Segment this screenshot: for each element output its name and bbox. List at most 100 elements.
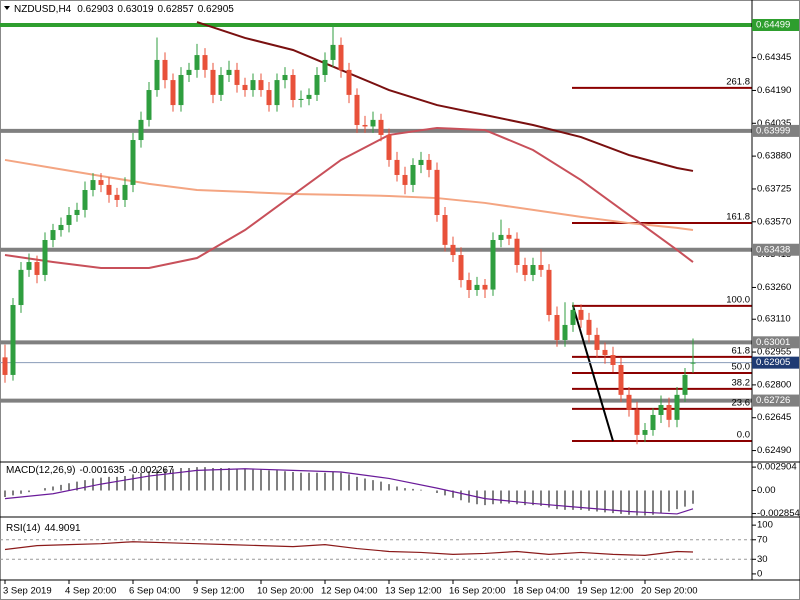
last-open: 0.62903 xyxy=(77,4,114,15)
price-tag xyxy=(752,124,799,137)
y-tick-label: 30 xyxy=(757,554,768,565)
x-tick-label: 20 Sep 20:00 xyxy=(641,586,698,597)
price-tag-label: 0.64499 xyxy=(756,20,790,31)
candle-body xyxy=(650,414,656,431)
y-tick-label: 0.63260 xyxy=(757,282,791,293)
candle-body xyxy=(154,59,160,91)
candle-body xyxy=(314,74,320,95)
candle-body xyxy=(634,409,640,435)
macd-name: MACD(12,26,9) xyxy=(6,465,75,476)
plot-layer: 261.8 161.8 100.0 61.8 50.0 38.2 23.6 0.0 xyxy=(0,21,752,560)
candle-body xyxy=(586,319,592,335)
candle-body xyxy=(266,90,272,106)
candle-body xyxy=(530,264,536,275)
fib-label: 50.0 xyxy=(732,362,751,373)
candle-body xyxy=(138,119,144,141)
candle-body xyxy=(570,309,576,325)
moving-average xyxy=(196,21,694,172)
candle-body xyxy=(274,80,280,106)
last-low: 0.62857 xyxy=(158,4,195,15)
y-tick-label: 0.002904 xyxy=(757,462,797,473)
menu-arrow[interactable] xyxy=(4,6,10,10)
candle-body xyxy=(490,240,496,290)
fib-label: 100.0 xyxy=(726,294,750,305)
candle-body xyxy=(250,80,256,91)
y-tick-label: 0.63110 xyxy=(757,314,791,325)
candle-body xyxy=(402,174,408,185)
candle-body xyxy=(354,94,360,125)
y-tick-label: 70 xyxy=(757,534,768,545)
candle-body xyxy=(58,224,64,231)
candle-body xyxy=(90,180,96,191)
y-tick-label: 100 xyxy=(757,520,773,531)
candle-body xyxy=(346,69,352,95)
price-tag xyxy=(752,394,799,407)
moving-average xyxy=(4,126,694,269)
candle-body xyxy=(378,119,384,135)
candle-body xyxy=(178,74,184,106)
candle-body xyxy=(362,124,368,127)
candle-body xyxy=(210,69,216,95)
y-tick-label: -0.002854 xyxy=(757,508,800,519)
candle-body xyxy=(258,80,264,91)
chart-title: NZDUSD,H4 0.62903 0.63019 0.62857 0.62905 xyxy=(14,4,234,15)
candle-body xyxy=(170,80,176,106)
symbol: NZDUSD,H4 xyxy=(14,4,72,15)
fib-label: 38.2 xyxy=(732,377,751,388)
rsi-name: RSI(14) xyxy=(6,523,40,534)
candle-body xyxy=(466,280,472,290)
fib-label: 261.8 xyxy=(726,76,750,87)
candle-body xyxy=(146,90,152,120)
x-tick-label: 10 Sep 20:00 xyxy=(257,586,314,597)
candle-body xyxy=(122,184,128,200)
rsi-value: 44.9091 xyxy=(44,523,81,534)
candle-body xyxy=(226,69,232,75)
candle-body xyxy=(690,362,696,364)
y-tick-label: 0.63880 xyxy=(757,151,791,162)
candle-body xyxy=(18,269,24,306)
y-tick-label: 0.62955 xyxy=(757,347,791,358)
price-tag-label: 0.63001 xyxy=(756,337,790,348)
x-tick-label: 13 Sep 12:00 xyxy=(385,586,442,597)
macd-label: MACD(12,26,9) -0.001635 -0.002267 xyxy=(6,465,174,476)
candle-body xyxy=(162,59,168,81)
candle-body xyxy=(2,357,8,375)
candle-body xyxy=(426,159,432,170)
y-tick-label: 0.00 xyxy=(757,485,776,496)
candle-body xyxy=(322,59,328,75)
candle-body xyxy=(618,364,624,395)
fib-label: 23.6 xyxy=(732,397,751,408)
macd-signal-value: -0.002267 xyxy=(129,465,174,476)
candle-body xyxy=(194,55,200,70)
candle-body xyxy=(394,159,400,175)
candle-body xyxy=(98,180,104,185)
candle-body xyxy=(450,244,456,256)
candle-body xyxy=(306,94,312,99)
candle-body xyxy=(386,134,392,160)
candle-body xyxy=(418,159,424,166)
candle-body xyxy=(666,405,672,420)
candle-body xyxy=(290,74,296,100)
current-price-label: 0.62905 xyxy=(756,357,790,368)
last-close: 0.62905 xyxy=(198,4,235,15)
price-tag-label: 0.62726 xyxy=(756,395,790,406)
candle-body xyxy=(578,309,584,320)
x-tick-label: 9 Sep 12:00 xyxy=(193,586,244,597)
fib-label: 61.8 xyxy=(732,345,751,356)
x-tick-label: 6 Sep 04:00 xyxy=(129,586,180,597)
x-tick-label: 19 Sep 12:00 xyxy=(577,586,634,597)
candle-body xyxy=(506,234,512,239)
candle-body xyxy=(514,238,520,265)
rsi-label: RSI(14) 44.9091 xyxy=(6,523,81,534)
candle-body xyxy=(370,119,376,127)
macd-value: -0.001635 xyxy=(79,465,124,476)
fib-label: 0.0 xyxy=(737,430,750,441)
candle-body xyxy=(10,305,16,375)
candle-body xyxy=(202,55,208,70)
y-tick-label: 0 xyxy=(757,568,762,579)
candle-body xyxy=(434,169,440,216)
x-tick-label: 12 Sep 04:00 xyxy=(321,586,378,597)
y-tick-label: 0.62645 xyxy=(757,412,791,423)
